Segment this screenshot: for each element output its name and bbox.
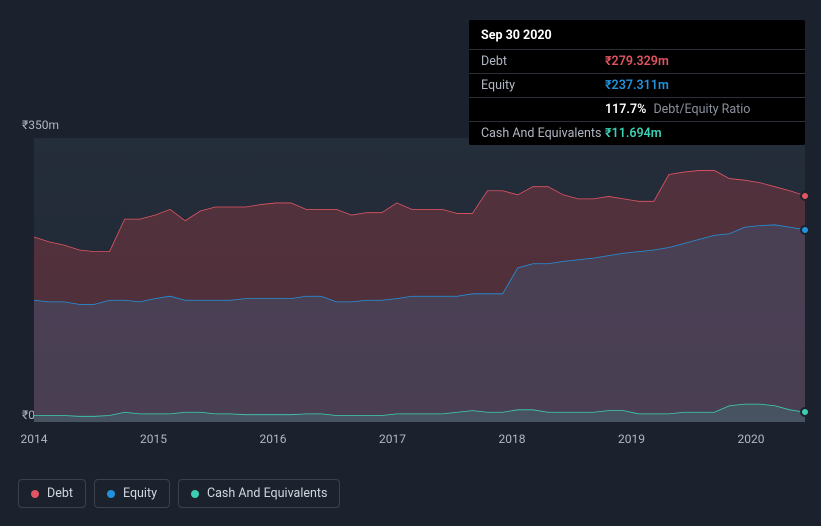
series-end-dot xyxy=(800,225,810,235)
tooltip-value: 117.7% Debt/Equity Ratio xyxy=(605,102,750,117)
chart-svg xyxy=(34,138,805,422)
x-axis-label: 2018 xyxy=(499,432,526,446)
legend-item-equity[interactable]: Equity xyxy=(94,479,170,508)
legend-dot-icon xyxy=(191,490,199,498)
legend-dot-icon xyxy=(31,490,39,498)
x-axis-label: 2019 xyxy=(618,432,645,446)
tooltip-row-cash: Cash And Equivalents ₹11.694m xyxy=(469,121,805,145)
plot-region[interactable] xyxy=(34,138,805,422)
y-axis-min: ₹0 xyxy=(22,408,35,422)
tooltip-label: Equity xyxy=(481,78,605,93)
legend: Debt Equity Cash And Equivalents xyxy=(18,479,340,508)
ratio-label: Debt/Equity Ratio xyxy=(653,102,750,117)
x-axis-label: 2014 xyxy=(21,432,48,446)
chart-area: ₹350m ₹0 2014 2015 2016 2017 2018 2019 2020 xyxy=(18,120,805,450)
tooltip-value: ₹11.694m xyxy=(605,126,662,141)
tooltip-label: Cash And Equivalents xyxy=(481,126,605,141)
x-axis-label: 2016 xyxy=(260,432,287,446)
legend-item-debt[interactable]: Debt xyxy=(18,479,86,508)
legend-item-cash[interactable]: Cash And Equivalents xyxy=(178,479,340,508)
x-axis-label: 2017 xyxy=(379,432,406,446)
legend-label: Cash And Equivalents xyxy=(207,486,327,501)
tooltip-row-equity: Equity ₹237.311m xyxy=(469,73,805,97)
y-axis-max: ₹350m xyxy=(22,118,59,132)
x-axis-label: 2015 xyxy=(140,432,167,446)
ratio-value: 117.7% xyxy=(605,102,646,117)
legend-label: Debt xyxy=(47,486,73,501)
tooltip-panel: Sep 30 2020 Debt ₹279.329m Equity ₹237.3… xyxy=(469,20,805,145)
x-axis-label: 2020 xyxy=(738,432,765,446)
tooltip-value: ₹237.311m xyxy=(605,78,669,93)
x-axis: 2014201520162017201820192020 xyxy=(34,432,805,450)
tooltip-row-ratio: 117.7% Debt/Equity Ratio xyxy=(469,97,805,121)
tooltip-label: Debt xyxy=(481,54,605,69)
tooltip-row-debt: Debt ₹279.329m xyxy=(469,49,805,73)
series-end-dot xyxy=(800,191,810,201)
legend-dot-icon xyxy=(107,490,115,498)
legend-label: Equity xyxy=(123,486,157,501)
tooltip-value: ₹279.329m xyxy=(605,54,669,69)
tooltip-date: Sep 30 2020 xyxy=(469,20,805,49)
series-end-dot xyxy=(800,407,810,417)
tooltip-label xyxy=(481,102,605,117)
